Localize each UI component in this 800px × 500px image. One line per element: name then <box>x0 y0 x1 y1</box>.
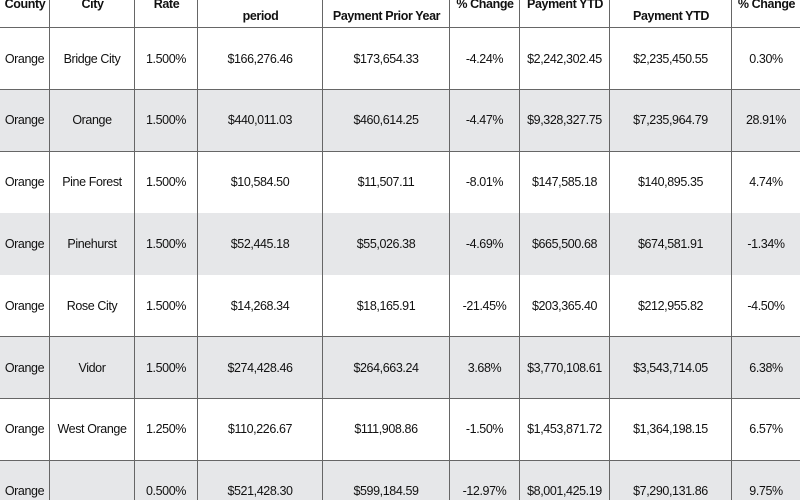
header-text: Rate <box>153 0 180 11</box>
header-text: % Change <box>456 0 514 11</box>
header-cell <box>450 0 520 28</box>
table-cell: Vidor <box>50 337 135 400</box>
table-cell: -4.47% <box>450 89 520 153</box>
table-cell: $3,770,108.61 <box>520 337 610 400</box>
table-cell: -12.97% <box>450 460 520 500</box>
table-cell: 4.74% <box>732 151 800 214</box>
table-cell: $1,364,198.15 <box>610 398 732 462</box>
table-cell: Orange <box>0 28 50 91</box>
table-cell: $173,654.33 <box>323 28 450 91</box>
table-cell: 1.250% <box>135 398 198 462</box>
table-cell: $2,242,302.45 <box>520 28 610 91</box>
table-cell: 1.500% <box>135 275 198 338</box>
table-cell: Pine Forest <box>50 151 135 214</box>
header-text: Payment YTD <box>527 0 603 11</box>
table-cell: $8,001,425.19 <box>520 460 610 500</box>
table-cell: $9,328,327.75 <box>520 89 610 153</box>
table-cell: Orange <box>0 89 50 153</box>
table-cell: 1.500% <box>135 213 198 276</box>
table-cell: $274,428.46 <box>198 337 323 400</box>
header-cell <box>0 0 50 28</box>
table-cell: 0.500% <box>135 460 198 500</box>
table-cell: 0.30% <box>732 28 800 91</box>
table-cell: $18,165.91 <box>323 275 450 338</box>
table-cell: -21.45% <box>450 275 520 338</box>
table-cell: $140,895.35 <box>610 151 732 214</box>
table-cell: 3.68% <box>450 337 520 400</box>
table-cell: $111,908.86 <box>323 398 450 462</box>
table-cell: $674,581.91 <box>610 213 732 276</box>
header-cell <box>50 0 135 28</box>
header-text: City <box>81 0 104 11</box>
table-cell: $110,226.67 <box>198 398 323 462</box>
table-cell: $147,585.18 <box>520 151 610 214</box>
table-cell: $10,584.50 <box>198 151 323 214</box>
table-cell: $203,365.40 <box>520 275 610 338</box>
table-cell: 1.500% <box>135 337 198 400</box>
table-cell: 6.38% <box>732 337 800 400</box>
table-cell: $212,955.82 <box>610 275 732 338</box>
header-text: County <box>4 0 46 11</box>
header-cell <box>135 0 198 28</box>
table-cell: 6.57% <box>732 398 800 462</box>
header-cell <box>520 0 610 28</box>
table-cell: $1,453,871.72 <box>520 398 610 462</box>
table-cell: -1.34% <box>732 213 800 276</box>
table-cell: $7,290,131.86 <box>610 460 732 500</box>
table-cell: Orange <box>0 460 50 500</box>
header-cell <box>732 0 800 28</box>
table-cell: $599,184.59 <box>323 460 450 500</box>
table-cell: 9.75% <box>732 460 800 500</box>
table-cell: 1.500% <box>135 28 198 91</box>
table-cell: 28.91% <box>732 89 800 153</box>
table-cell <box>50 460 135 500</box>
table-cell: -4.24% <box>450 28 520 91</box>
header-cell <box>610 0 732 28</box>
header-cell <box>198 0 323 28</box>
table-cell: Pinehurst <box>50 213 135 276</box>
table-cell: $460,614.25 <box>323 89 450 153</box>
header-text: % Change <box>737 0 796 11</box>
table-cell: $440,011.03 <box>198 89 323 153</box>
table-cell: $14,268.34 <box>198 275 323 338</box>
header-text: period <box>242 9 279 23</box>
table-cell: West Orange <box>50 398 135 462</box>
table-cell: Orange <box>0 275 50 338</box>
table-cell: $264,663.24 <box>323 337 450 400</box>
table-cell: -8.01% <box>450 151 520 214</box>
table-cell: Orange <box>50 89 135 153</box>
header-cell <box>323 0 450 28</box>
table-cell: Bridge City <box>50 28 135 91</box>
table-cell: $521,428.30 <box>198 460 323 500</box>
table-cell: $665,500.68 <box>520 213 610 276</box>
table-cell: $7,235,964.79 <box>610 89 732 153</box>
table-cell: $3,543,714.05 <box>610 337 732 400</box>
table-cell: Orange <box>0 151 50 214</box>
table-cell: Orange <box>0 213 50 276</box>
table-cell: 1.500% <box>135 89 198 153</box>
table-cell: $11,507.11 <box>323 151 450 214</box>
table-cell: 1.500% <box>135 151 198 214</box>
table-cell: -4.69% <box>450 213 520 276</box>
table-cell: $52,445.18 <box>198 213 323 276</box>
header-text: Payment YTD <box>633 9 709 23</box>
table-cell: $55,026.38 <box>323 213 450 276</box>
table-cell: $2,235,450.55 <box>610 28 732 91</box>
table-cell: -4.50% <box>732 275 800 338</box>
table-cell: $166,276.46 <box>198 28 323 91</box>
header-text: Payment Prior Year <box>332 9 441 23</box>
table-cell: Orange <box>0 398 50 462</box>
table-cell: Rose City <box>50 275 135 338</box>
table-cell: Orange <box>0 337 50 400</box>
table-cell: -1.50% <box>450 398 520 462</box>
